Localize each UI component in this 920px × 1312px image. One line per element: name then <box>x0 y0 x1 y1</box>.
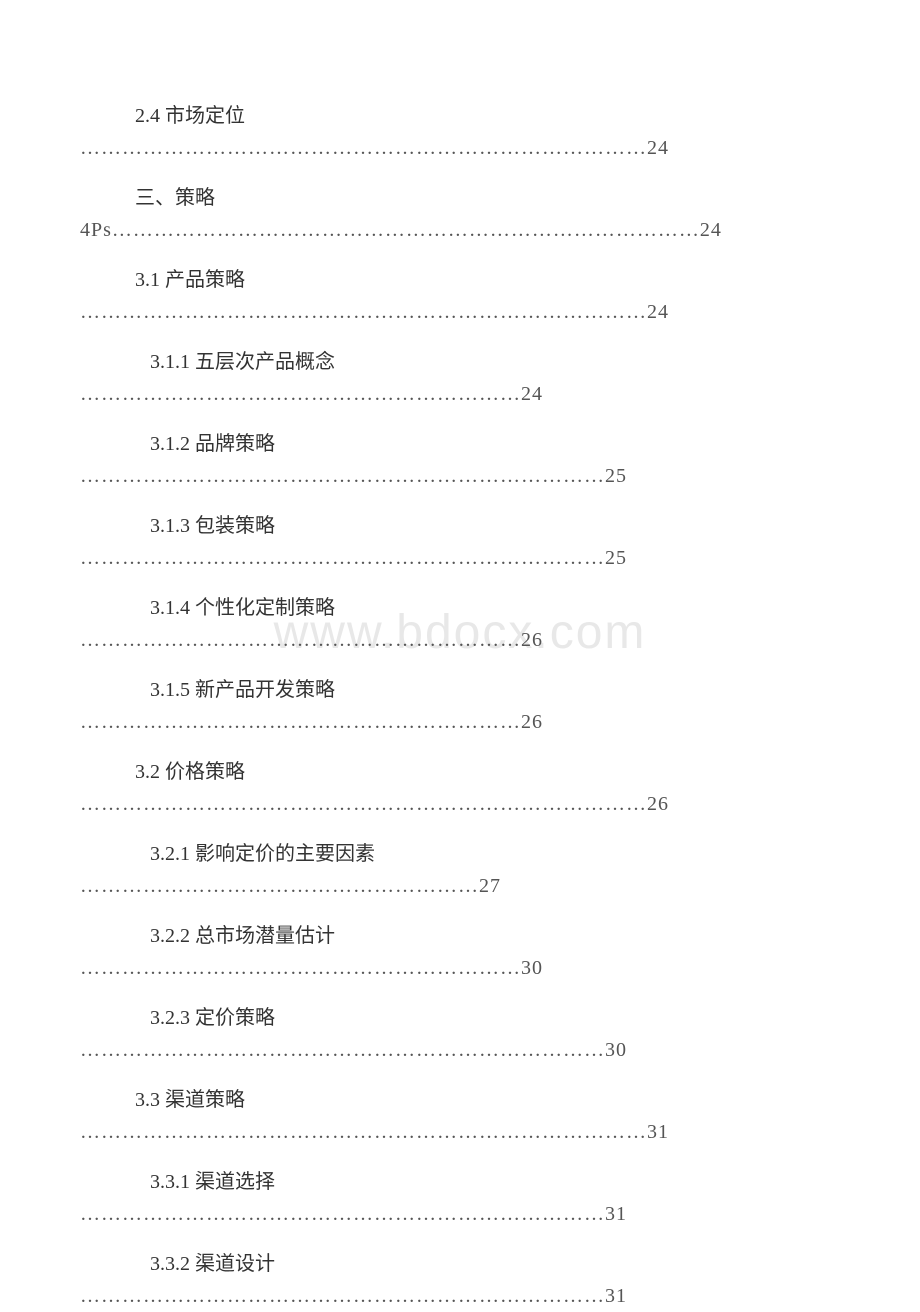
toc-page-number: 24 <box>700 219 722 241</box>
toc-page-number: 26 <box>521 629 543 651</box>
toc-dots-line: ………………………………………………………………………24 <box>80 132 840 164</box>
toc-dots-line: ………………………………………………………26 <box>80 624 840 656</box>
toc-dots: ……………………………………………………… <box>80 629 521 651</box>
toc-page-number: 25 <box>605 547 627 569</box>
toc-dots: ……………………………………………………………………… <box>80 301 647 323</box>
toc-title: 3.1.3 包装策略 <box>80 510 840 542</box>
toc-page-number: 31 <box>605 1285 627 1307</box>
toc-prefix: 4Ps <box>80 219 112 241</box>
toc-container: 2.4 市场定位………………………………………………………………………24三、策… <box>80 100 840 1312</box>
toc-entry: 3.1.4 个性化定制策略………………………………………………………26 <box>80 592 840 656</box>
toc-dots: ………………………………………………………………………… <box>112 219 700 241</box>
toc-title: 3.1.2 品牌策略 <box>80 428 840 460</box>
toc-dots: ………………………………………………… <box>80 875 479 897</box>
toc-dots: ……………………………………………………………………… <box>80 1121 647 1143</box>
toc-page-number: 26 <box>521 711 543 733</box>
toc-dots-line: ………………………………………………………26 <box>80 706 840 738</box>
toc-entry: 3.2.1 影响定价的主要因素…………………………………………………27 <box>80 838 840 902</box>
toc-dots: ……………………………………………………… <box>80 957 521 979</box>
toc-dots-line: 4Ps…………………………………………………………………………24 <box>80 214 840 246</box>
toc-entry: 3.3.1 渠道选择…………………………………………………………………31 <box>80 1166 840 1230</box>
toc-dots-line: …………………………………………………………………30 <box>80 1034 840 1066</box>
toc-entry: 3.3 渠道策略………………………………………………………………………31 <box>80 1084 840 1148</box>
toc-dots-line: …………………………………………………………………25 <box>80 542 840 574</box>
toc-dots: ………………………………………………………………… <box>80 547 605 569</box>
toc-dots: ……………………………………………………… <box>80 383 521 405</box>
toc-page-number: 24 <box>647 137 669 159</box>
toc-dots-line: ………………………………………………………30 <box>80 952 840 984</box>
toc-title: 3.2.1 影响定价的主要因素 <box>80 838 840 870</box>
toc-title: 3.1 产品策略 <box>80 264 840 296</box>
toc-title: 2.4 市场定位 <box>80 100 840 132</box>
toc-dots-line: …………………………………………………27 <box>80 870 840 902</box>
toc-page-number: 30 <box>605 1039 627 1061</box>
toc-page-number: 31 <box>605 1203 627 1225</box>
toc-entry: 3.2.2 总市场潜量估计………………………………………………………30 <box>80 920 840 984</box>
toc-entry: 3.1.3 包装策略…………………………………………………………………25 <box>80 510 840 574</box>
toc-entry: 3.2 价格策略………………………………………………………………………26 <box>80 756 840 820</box>
toc-page-number: 30 <box>521 957 543 979</box>
toc-dots: ……………………………………………………………………… <box>80 793 647 815</box>
toc-dots-line: ………………………………………………………………………26 <box>80 788 840 820</box>
toc-page-number: 25 <box>605 465 627 487</box>
toc-entry: 3.2.3 定价策略…………………………………………………………………30 <box>80 1002 840 1066</box>
toc-dots-line: ………………………………………………………………………24 <box>80 296 840 328</box>
toc-title: 3.2 价格策略 <box>80 756 840 788</box>
toc-entry: 3.1.1 五层次产品概念………………………………………………………24 <box>80 346 840 410</box>
toc-dots: ………………………………………………………………… <box>80 1039 605 1061</box>
toc-dots: ………………………………………………………………… <box>80 1285 605 1307</box>
toc-entry: 3.1.2 品牌策略…………………………………………………………………25 <box>80 428 840 492</box>
toc-page-number: 26 <box>647 793 669 815</box>
toc-title: 3.2.2 总市场潜量估计 <box>80 920 840 952</box>
toc-entry: 2.4 市场定位………………………………………………………………………24 <box>80 100 840 164</box>
toc-entry: 3.1.5 新产品开发策略………………………………………………………26 <box>80 674 840 738</box>
toc-title: 3.3.1 渠道选择 <box>80 1166 840 1198</box>
toc-title: 3.2.3 定价策略 <box>80 1002 840 1034</box>
toc-title: 三、策略 <box>80 182 840 214</box>
toc-dots: ………………………………………………………………… <box>80 465 605 487</box>
toc-title: 3.1.1 五层次产品概念 <box>80 346 840 378</box>
toc-dots-line: …………………………………………………………………31 <box>80 1198 840 1230</box>
toc-entry: 3.1 产品策略………………………………………………………………………24 <box>80 264 840 328</box>
toc-page-number: 27 <box>479 875 501 897</box>
toc-page-number: 31 <box>647 1121 669 1143</box>
toc-title: 3.3.2 渠道设计 <box>80 1248 840 1280</box>
toc-title: 3.1.4 个性化定制策略 <box>80 592 840 624</box>
toc-dots: ……………………………………………………… <box>80 711 521 733</box>
toc-entry: 三、策略4Ps…………………………………………………………………………24 <box>80 182 840 246</box>
toc-dots: ………………………………………………………………… <box>80 1203 605 1225</box>
toc-dots-line: ………………………………………………………24 <box>80 378 840 410</box>
toc-title: 3.3 渠道策略 <box>80 1084 840 1116</box>
toc-dots: ……………………………………………………………………… <box>80 137 647 159</box>
toc-entry: 3.3.2 渠道设计…………………………………………………………………31 <box>80 1248 840 1312</box>
toc-title: 3.1.5 新产品开发策略 <box>80 674 840 706</box>
toc-page-number: 24 <box>647 301 669 323</box>
toc-page-number: 24 <box>521 383 543 405</box>
toc-dots-line: ………………………………………………………………………31 <box>80 1116 840 1148</box>
toc-dots-line: …………………………………………………………………31 <box>80 1280 840 1312</box>
toc-dots-line: …………………………………………………………………25 <box>80 460 840 492</box>
